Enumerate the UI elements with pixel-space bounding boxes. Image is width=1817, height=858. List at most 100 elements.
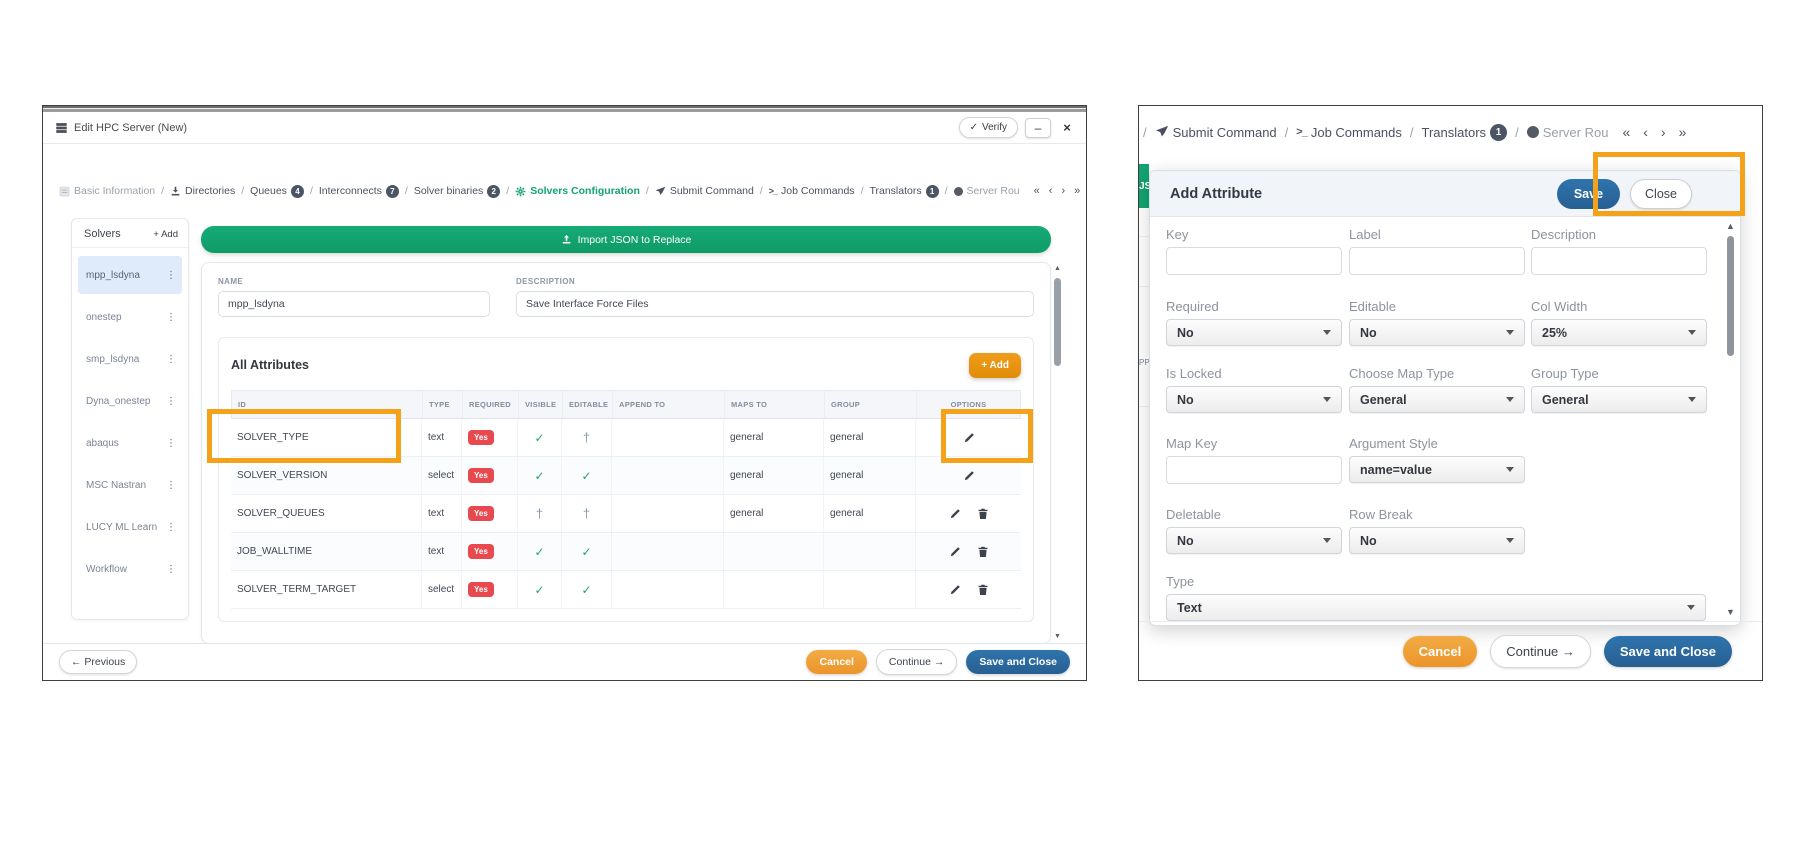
required-select[interactable]: No <box>1166 319 1342 346</box>
sidebar-item-workflow[interactable]: Workflow ⋮ <box>86 563 176 575</box>
save-and-close-button[interactable]: Save and Close <box>1603 635 1732 667</box>
modal-header: Add Attribute Save Close <box>1150 171 1740 217</box>
table-row[interactable]: SOLVER_VERSION select Yes ✓ ✓ general ge… <box>231 457 1021 495</box>
scroll-down-icon[interactable]: ▼ <box>1054 633 1061 640</box>
window-footer: ← Previous Cancel Continue → Save and Cl… <box>43 643 1086 680</box>
description-input[interactable] <box>516 291 1034 317</box>
map-key-input[interactable] <box>1166 456 1342 484</box>
sidebar-item-lucy-ml-learn[interactable]: LUCY ML Learn ⋮ <box>86 521 176 533</box>
cancel-button[interactable]: Cancel <box>806 650 867 674</box>
sidebar-item-msc-nastran[interactable]: MSC Nastran ⋮ <box>86 479 176 491</box>
breadcrumb-item-translators[interactable]: Translators 1 <box>1422 123 1508 141</box>
attr-append-cell <box>611 495 723 532</box>
sidebar-item-onestep[interactable]: onestep ⋮ <box>86 311 176 323</box>
sidebar-item-abaqus[interactable]: abaqus ⋮ <box>86 437 176 449</box>
continue-button[interactable]: Continue → <box>1490 634 1591 668</box>
close-button[interactable]: × <box>1058 117 1076 138</box>
breadcrumb-item-job-commands[interactable]: >_ Job Commands <box>768 185 855 197</box>
editable-select[interactable]: No <box>1349 319 1525 346</box>
item-menu-icon[interactable]: ⋮ <box>166 563 176 575</box>
attr-append-cell <box>611 419 723 456</box>
pager-prev-button[interactable]: ‹ <box>1643 124 1648 140</box>
table-row[interactable]: SOLVER_TYPE text Yes ✓ † general general <box>231 419 1021 457</box>
attr-id-cell: SOLVER_TERM_TARGET <box>237 584 357 595</box>
item-menu-icon[interactable]: ⋮ <box>166 269 176 281</box>
pager-next-button[interactable]: › <box>1061 185 1066 197</box>
attr-type-cell: text <box>421 533 461 570</box>
pager-next-button[interactable]: › <box>1660 124 1666 140</box>
editable-state-icon: † <box>582 430 591 445</box>
clipped-column-label: PPE <box>1139 358 1156 367</box>
delete-attribute-icon[interactable] <box>976 583 990 597</box>
edit-hpc-server-window: Edit HPC Server (New) ✓ Verify – × Basic… <box>42 105 1087 681</box>
sidebar-item-smp-lsdyna[interactable]: smp_lsdyna ⋮ <box>86 353 176 365</box>
save-and-close-button[interactable]: Save and Close <box>966 650 1070 674</box>
breadcrumb-item-translators[interactable]: Translators 1 <box>869 184 939 198</box>
item-menu-icon[interactable]: ⋮ <box>166 353 176 365</box>
pager-first-button[interactable]: « <box>1622 124 1631 140</box>
pager-prev-button[interactable]: ‹ <box>1048 185 1053 197</box>
table-row[interactable]: SOLVER_TERM_TARGET select Yes ✓ ✓ <box>231 571 1021 609</box>
table-row[interactable]: JOB_WALLTIME text Yes ✓ ✓ <box>231 533 1021 571</box>
modal-close-button[interactable]: Close <box>1630 178 1692 209</box>
sidebar-item-mpp-lsdyna[interactable]: mpp_lsdyna ⋮ <box>78 256 182 294</box>
breadcrumb-item-submit-command[interactable]: Submit Command <box>655 185 754 197</box>
breadcrumb-item-server-routines[interactable]: Server Rou <box>953 185 1020 197</box>
cancel-button[interactable]: Cancel <box>1402 635 1478 667</box>
item-menu-icon[interactable]: ⋮ <box>166 311 176 323</box>
breadcrumb-item-submit-command[interactable]: Submit Command <box>1155 125 1277 140</box>
scroll-up-icon[interactable]: ▲ <box>1726 221 1735 231</box>
breadcrumb-item-queues[interactable]: Queues 4 <box>250 184 304 198</box>
add-attribute-button[interactable]: + Add <box>969 352 1021 378</box>
table-row[interactable]: SOLVER_QUEUES text Yes † † general gener… <box>231 495 1021 533</box>
breadcrumb-item-solvers-configuration[interactable]: Solvers Configuration <box>515 185 640 197</box>
row-break-select[interactable]: No <box>1349 527 1525 554</box>
breadcrumb-item-directories[interactable]: Directories <box>170 185 235 197</box>
pager-last-button[interactable]: » <box>1074 185 1081 197</box>
pager-first-button[interactable]: « <box>1033 185 1040 197</box>
edit-attribute-icon[interactable] <box>948 583 962 597</box>
scroll-up-icon[interactable]: ▲ <box>1054 265 1061 272</box>
breadcrumb-item-server-routines[interactable]: Server Rou <box>1526 125 1608 140</box>
type-select[interactable]: Text <box>1166 594 1706 621</box>
editable-state-icon: ✓ <box>581 544 592 559</box>
breadcrumb-item-basic-information[interactable]: Basic Information <box>59 185 155 197</box>
edit-attribute-icon[interactable] <box>962 469 976 483</box>
argument-style-select[interactable]: name=value <box>1349 456 1525 483</box>
item-menu-icon[interactable]: ⋮ <box>166 521 176 533</box>
save-button[interactable]: Save <box>1556 178 1621 209</box>
breadcrumb-item-job-commands[interactable]: >_ Job Commands <box>1296 124 1402 140</box>
delete-attribute-icon[interactable] <box>976 507 990 521</box>
description-input[interactable] <box>1531 247 1707 275</box>
minimize-button[interactable]: – <box>1025 117 1051 138</box>
key-input[interactable] <box>1166 247 1342 275</box>
scrollbar-thumb[interactable] <box>1727 236 1734 356</box>
add-solver-button[interactable]: + Add <box>153 228 178 240</box>
is-locked-select[interactable]: No <box>1166 386 1342 413</box>
previous-button[interactable]: ← Previous <box>59 650 138 674</box>
item-menu-icon[interactable]: ⋮ <box>166 479 176 491</box>
column-header-required: REQUIRED <box>462 391 518 418</box>
name-input[interactable] <box>218 291 490 317</box>
edit-attribute-icon[interactable] <box>948 507 962 521</box>
scrollbar-thumb[interactable] <box>1054 278 1061 366</box>
edit-attribute-icon[interactable] <box>948 545 962 559</box>
edit-attribute-icon[interactable] <box>962 431 976 445</box>
breadcrumb-item-interconnects[interactable]: Interconnects 7 <box>319 184 399 198</box>
choose-map-type-select[interactable]: General <box>1349 386 1525 413</box>
sidebar-item-dyna-onestep[interactable]: Dyna_onestep ⋮ <box>86 395 176 407</box>
breadcrumb-item-solver-binaries[interactable]: Solver binaries 2 <box>414 184 501 198</box>
continue-button[interactable]: Continue → <box>875 649 958 675</box>
verify-button[interactable]: ✓ Verify <box>958 117 1018 138</box>
deletable-select[interactable]: No <box>1166 527 1342 554</box>
group-type-select[interactable]: General <box>1531 386 1707 413</box>
item-menu-icon[interactable]: ⋮ <box>166 437 176 449</box>
col-width-select[interactable]: 25% <box>1531 319 1707 346</box>
scroll-down-icon[interactable]: ▼ <box>1726 607 1735 617</box>
item-menu-icon[interactable]: ⋮ <box>166 395 176 407</box>
import-json-button[interactable]: Import JSON to Replace <box>201 226 1051 253</box>
chevron-down-icon <box>1323 330 1331 335</box>
label-input[interactable] <box>1349 247 1525 275</box>
delete-attribute-icon[interactable] <box>976 545 990 559</box>
pager-last-button[interactable]: » <box>1678 124 1687 140</box>
